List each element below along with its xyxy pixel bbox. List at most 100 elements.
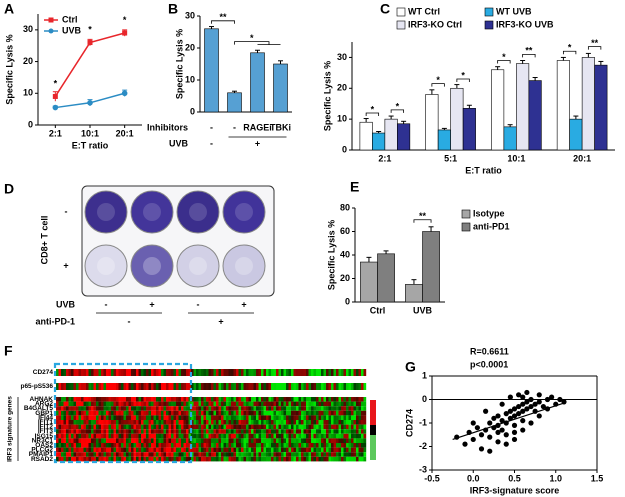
scatter-point xyxy=(532,401,538,407)
heatmap-cell xyxy=(81,397,84,402)
heatmap-cell xyxy=(78,443,82,448)
heatmap-cell xyxy=(101,452,104,457)
heatmap-cell xyxy=(246,397,249,402)
heatmap-cell xyxy=(161,443,164,448)
heatmap-cell xyxy=(173,447,177,453)
heatmap-cell xyxy=(113,433,117,439)
heatmap-cell xyxy=(216,429,219,434)
heatmap-cell xyxy=(313,397,317,402)
heatmap-cell xyxy=(73,420,77,425)
heatmap-cell xyxy=(271,406,274,411)
heatmap-cell xyxy=(161,420,164,425)
heatmap-cell xyxy=(296,406,299,411)
heatmap-cell xyxy=(181,369,184,376)
heatmap-cell xyxy=(306,433,309,439)
heatmap-cell xyxy=(153,452,157,457)
heatmap-cell xyxy=(58,406,62,411)
heatmap-cell xyxy=(201,397,204,402)
heatmap-cell xyxy=(228,452,232,457)
heatmap-cell xyxy=(306,447,309,453)
heatmap-cell xyxy=(266,415,269,420)
heatmap-cell xyxy=(248,447,252,453)
well-center xyxy=(235,203,253,221)
heatmap-cell xyxy=(138,369,142,376)
heatmap-cell xyxy=(338,415,342,420)
heatmap-cell xyxy=(243,424,247,430)
heatmap-cell xyxy=(131,433,134,439)
heatmap-cell xyxy=(63,443,67,448)
heatmap-cell xyxy=(296,429,299,434)
heatmap-cell xyxy=(56,424,59,430)
heatmap-cell xyxy=(136,456,139,462)
heatmap-cell xyxy=(268,456,272,462)
heatmap-cell xyxy=(223,401,227,407)
heatmap-cell xyxy=(61,406,64,411)
heatmap-cell xyxy=(226,429,229,434)
y-tick-label: 0 xyxy=(190,106,195,116)
heatmap-cell xyxy=(356,438,359,443)
heatmap-cell xyxy=(248,443,252,448)
heatmap-cell xyxy=(271,383,274,390)
heatmap-cell xyxy=(231,406,234,411)
heatmap-cell xyxy=(336,406,339,411)
heatmap-cell xyxy=(321,420,324,425)
heatmap-cell xyxy=(218,401,222,407)
heatmap-cell xyxy=(263,383,267,390)
heatmap-cell xyxy=(308,443,312,448)
heatmap-cell xyxy=(131,420,134,425)
heatmap-cell xyxy=(226,424,229,430)
heatmap-cell xyxy=(241,456,244,462)
heatmap-cell xyxy=(176,452,179,457)
y-tick-label: 10 xyxy=(185,74,195,84)
heatmap-cell xyxy=(183,433,187,439)
heatmap-cell xyxy=(333,424,337,430)
bar xyxy=(516,63,530,151)
heatmap-cell xyxy=(266,452,269,457)
heatmap-cell xyxy=(58,456,62,462)
heatmap-cell xyxy=(111,447,114,453)
heatmap-cell xyxy=(216,415,219,420)
heatmap-cell xyxy=(218,369,222,376)
heatmap-cell xyxy=(63,415,67,420)
heatmap-cell xyxy=(186,415,189,420)
heatmap-cell xyxy=(98,447,102,453)
heatmap-cell xyxy=(171,410,174,416)
scatter-point xyxy=(495,439,501,445)
well xyxy=(222,244,266,288)
heatmap-cell xyxy=(141,443,144,448)
heatmap-cell xyxy=(153,369,157,376)
heatmap-cell xyxy=(166,410,169,416)
heatmap-cell xyxy=(268,447,272,453)
heatmap-cell xyxy=(288,397,292,402)
heatmap-cell xyxy=(236,383,239,390)
heatmap-cell xyxy=(306,383,309,390)
heatmap-cell xyxy=(111,415,114,420)
heatmap-cell xyxy=(201,415,204,420)
heatmap-cell xyxy=(163,429,167,434)
heatmap-cell xyxy=(141,406,144,411)
heatmap-cell xyxy=(333,447,337,453)
heatmap-cell xyxy=(66,429,69,434)
heatmap-cell xyxy=(56,406,59,411)
heatmap-cell xyxy=(281,369,284,376)
heatmap-cell xyxy=(331,415,334,420)
heatmap-cell xyxy=(188,397,192,402)
heatmap-cell xyxy=(196,415,199,420)
heatmap-cell xyxy=(341,383,344,390)
heatmap-cell xyxy=(318,447,322,453)
heatmap-cell xyxy=(88,424,92,430)
heatmap-cell xyxy=(98,443,102,448)
heatmap-cell xyxy=(348,447,352,453)
heatmap-cell xyxy=(246,415,249,420)
heatmap-cell xyxy=(301,410,304,416)
heatmap-cell xyxy=(118,424,122,430)
heatmap-cell xyxy=(276,420,279,425)
heatmap-cell xyxy=(86,406,89,411)
heatmap-cell xyxy=(63,456,67,462)
heatmap-cell xyxy=(186,383,189,390)
heatmap-cell xyxy=(336,369,339,376)
heatmap-cell xyxy=(161,406,164,411)
heatmap-cell xyxy=(128,410,132,416)
heatmap-cell xyxy=(158,433,162,439)
heatmap-cell xyxy=(298,452,302,457)
